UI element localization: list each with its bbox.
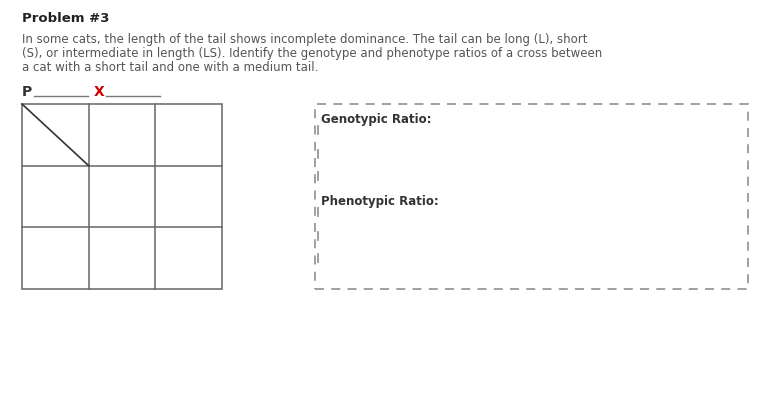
- Text: Phenotypic Ratio:: Phenotypic Ratio:: [321, 195, 439, 207]
- Text: P: P: [22, 85, 32, 99]
- Text: Problem #3: Problem #3: [22, 12, 109, 25]
- Text: X: X: [94, 85, 104, 99]
- Text: Genotypic Ratio:: Genotypic Ratio:: [321, 113, 432, 126]
- Bar: [315, 105, 748, 289]
- Text: In some cats, the length of the tail shows incomplete dominance. The tail can be: In some cats, the length of the tail sho…: [22, 33, 588, 46]
- Bar: [22, 105, 222, 289]
- Text: (S), or intermediate in length (LS). Identify the genotype and phenotype ratios : (S), or intermediate in length (LS). Ide…: [22, 47, 602, 60]
- Text: a cat with a short tail and one with a medium tail.: a cat with a short tail and one with a m…: [22, 61, 319, 74]
